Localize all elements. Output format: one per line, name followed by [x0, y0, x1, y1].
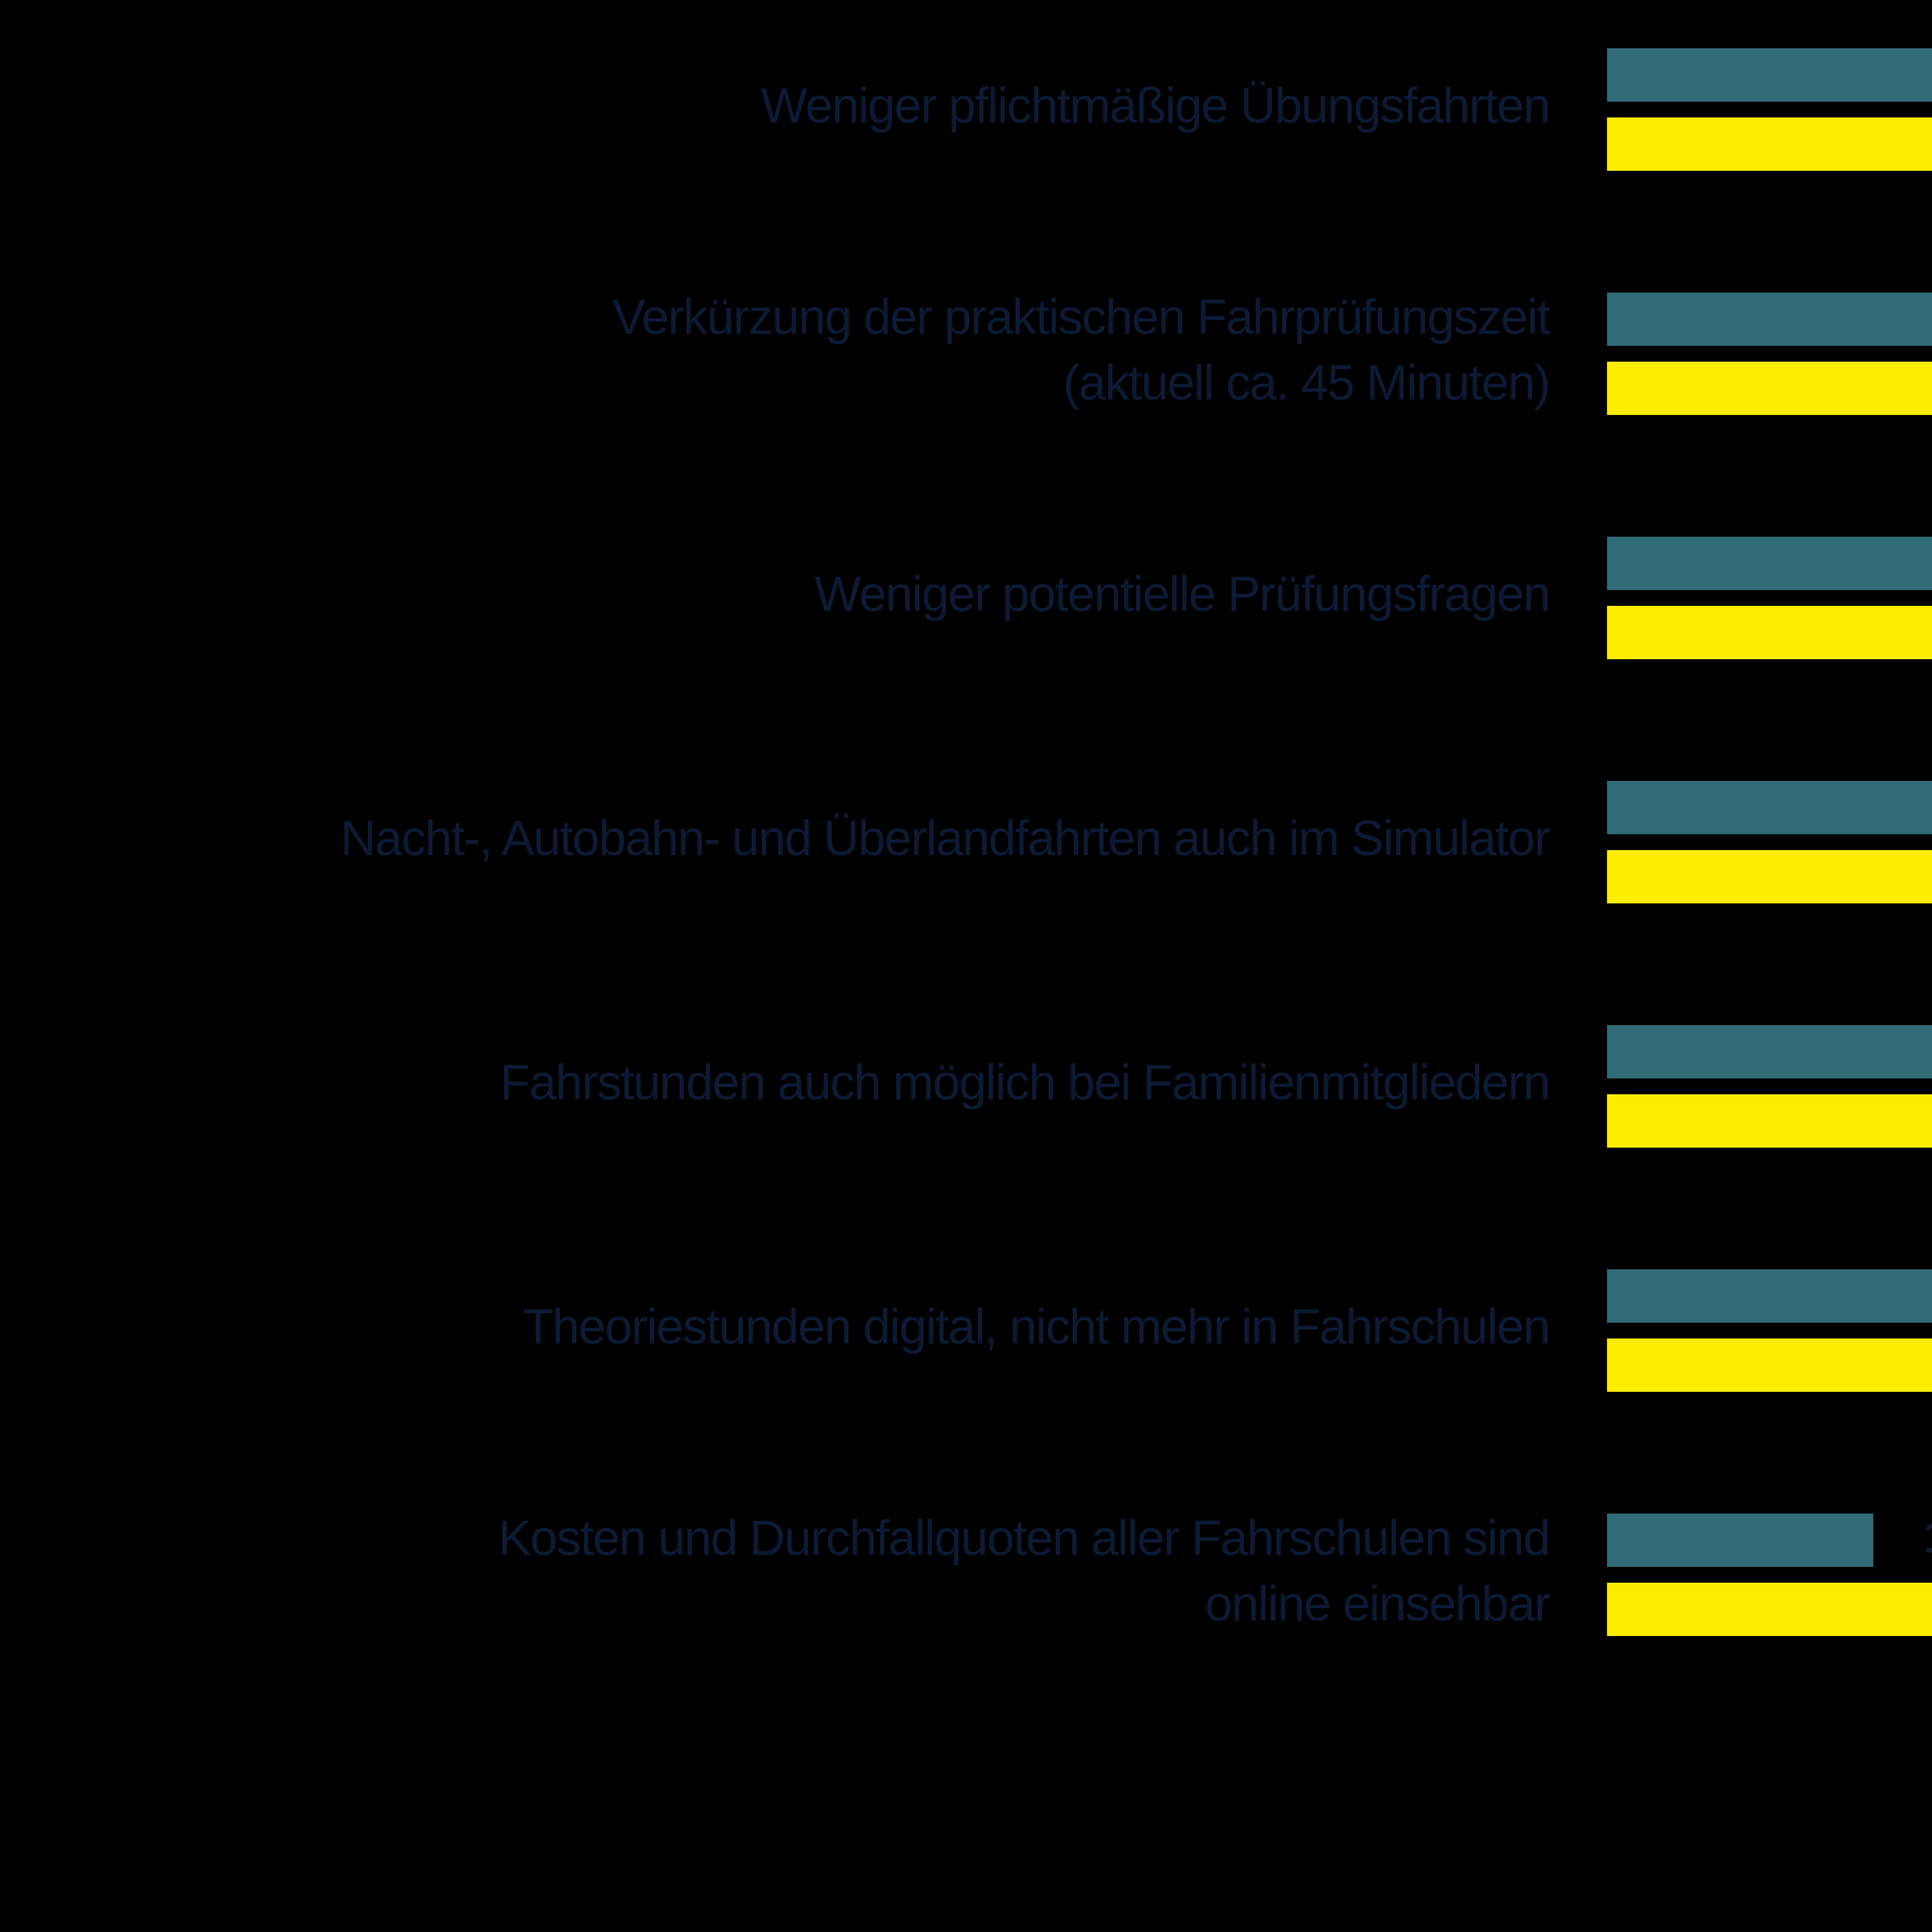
category-label: Nacht-, Autobahn- und Überlandfahrten au… [43, 806, 1551, 871]
legend-label: Gut / sehr gut [1735, 1930, 1932, 1932]
category-label: Weniger potentielle Prüfungsfragen [43, 561, 1551, 627]
bar-positive [1607, 362, 1932, 415]
category-label-line: Weniger potentielle Prüfungsfragen [814, 566, 1551, 622]
category-label-line: Weniger pflichtmäßige Übungsfahrten [760, 78, 1551, 133]
category-label-line: Verkürzung der praktischen Fahrprüfungsz… [612, 289, 1551, 345]
bar-negative [1607, 1514, 1874, 1567]
category-label-line: (aktuell ca. 45 Minuten) [1063, 355, 1551, 410]
category-label-line: online einsehbar [1205, 1576, 1551, 1631]
category-label-line: Theoriestunden digital, nicht mehr in Fa… [523, 1299, 1551, 1354]
category-label-line: Fahrstunden auch möglich bei Familienmit… [500, 1054, 1551, 1110]
bar-negative [1607, 537, 1932, 590]
category-label: Theoriestunden digital, nicht mehr in Fa… [43, 1294, 1551, 1360]
bar-negative [1607, 48, 1932, 102]
category-label: Kosten und Durchfallquoten aller Fahrsch… [43, 1505, 1551, 1637]
bar-negative [1607, 1025, 1932, 1078]
category-label: Fahrstunden auch möglich bei Familienmit… [43, 1050, 1551, 1116]
category-label: Verkürzung der praktischen Fahrprüfungsz… [43, 284, 1551, 416]
bar-negative [1607, 781, 1932, 834]
value-label: 17 % [1923, 1510, 1932, 1564]
legend-item-negative: Gar nicht gut / nicht gut [1022, 1930, 1582, 1932]
legend-label: Gar nicht gut / nicht gut [1099, 1930, 1582, 1932]
bar-positive [1607, 1583, 1932, 1636]
bar-positive [1607, 1094, 1932, 1148]
bar-positive [1607, 606, 1932, 659]
bar-negative [1607, 1269, 1932, 1323]
bar-positive [1607, 117, 1932, 171]
bar-negative [1607, 293, 1932, 346]
bar-positive [1607, 1338, 1932, 1392]
category-label: Weniger pflichtmäßige Übungsfahrten [43, 73, 1551, 139]
category-label-line: Kosten und Durchfallquoten aller Fahrsch… [498, 1510, 1551, 1566]
legend-item-positive: Gut / sehr gut [1658, 1930, 1932, 1932]
bar-positive [1607, 850, 1932, 903]
category-label-line: Nacht-, Autobahn- und Überlandfahrten au… [340, 810, 1551, 866]
